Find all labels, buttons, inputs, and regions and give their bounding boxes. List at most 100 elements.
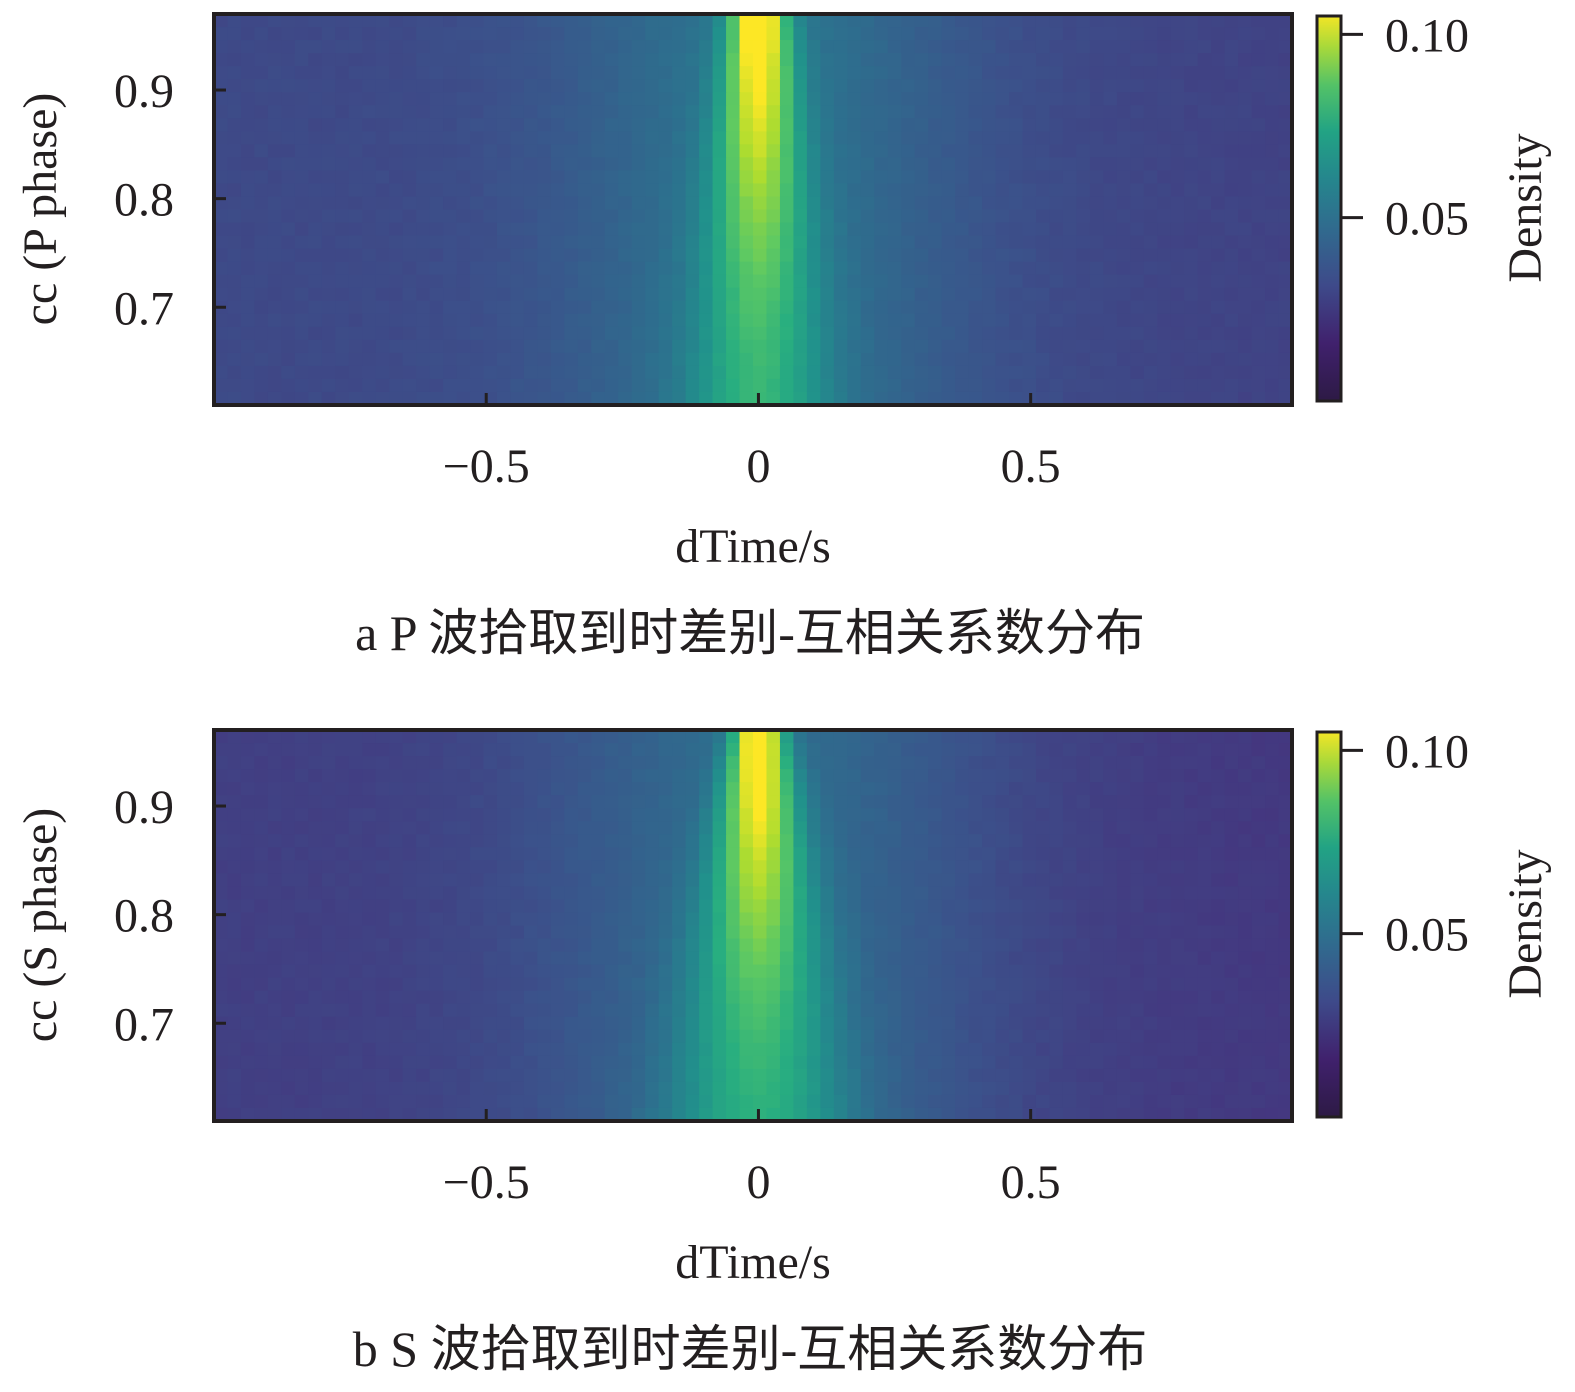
heatmap-cell bbox=[389, 756, 404, 770]
heatmap-cell bbox=[294, 183, 309, 198]
heatmap-cell bbox=[779, 222, 795, 237]
heatmap-cell bbox=[901, 1003, 916, 1018]
heatmap-cell bbox=[658, 378, 673, 393]
heatmap-cell bbox=[1143, 131, 1158, 145]
heatmap-cell bbox=[645, 300, 660, 315]
heatmap-cell bbox=[335, 27, 350, 41]
heatmap-cell bbox=[1049, 365, 1064, 380]
heatmap-cell bbox=[982, 964, 997, 979]
heatmap-cell bbox=[577, 53, 592, 67]
heatmap-cell bbox=[1265, 248, 1280, 263]
heatmap-cell bbox=[1251, 339, 1266, 354]
heatmap-cell bbox=[308, 1068, 323, 1083]
heatmap-cell bbox=[1076, 66, 1091, 80]
heatmap-cell bbox=[1035, 66, 1051, 80]
heatmap-cell bbox=[806, 769, 821, 783]
heatmap-cell bbox=[1009, 886, 1024, 901]
heatmap-cell bbox=[631, 1029, 646, 1044]
heatmap-cell bbox=[227, 1029, 242, 1044]
heatmap-cell bbox=[1103, 274, 1118, 289]
heatmap-cell bbox=[294, 157, 309, 171]
heatmap-cell bbox=[874, 873, 889, 887]
heatmap-cell bbox=[1022, 1016, 1037, 1031]
heatmap-cell bbox=[658, 300, 673, 315]
heatmap-cell bbox=[1265, 365, 1280, 380]
heatmap-cell bbox=[914, 1094, 929, 1109]
heatmap-cell bbox=[685, 1068, 700, 1083]
heatmap-cell bbox=[470, 352, 485, 367]
heatmap-cell bbox=[1184, 209, 1199, 224]
heatmap-cell bbox=[618, 1107, 633, 1122]
heatmap-cell bbox=[955, 27, 970, 41]
heatmap-cell bbox=[793, 40, 808, 54]
heatmap-cell bbox=[699, 92, 714, 106]
heatmap-cell bbox=[618, 352, 633, 367]
heatmap-cell bbox=[308, 313, 323, 328]
heatmap-cell bbox=[550, 183, 565, 198]
heatmap-cell bbox=[860, 977, 875, 992]
heatmap-cell bbox=[456, 873, 471, 887]
heatmap-cell bbox=[308, 144, 323, 158]
heatmap-cell bbox=[1211, 40, 1226, 54]
heatmap-cell bbox=[1184, 144, 1199, 158]
heatmap-cell bbox=[389, 105, 404, 119]
heatmap-cell bbox=[389, 391, 404, 406]
heatmap-cell bbox=[1143, 183, 1158, 198]
heatmap-cell bbox=[550, 756, 565, 770]
heatmap-cell bbox=[699, 730, 714, 744]
heatmap-cell bbox=[860, 1029, 875, 1044]
heatmap-cell bbox=[375, 1107, 390, 1122]
heatmap-cell bbox=[753, 326, 768, 341]
heatmap-cell bbox=[645, 287, 660, 302]
heatmap-cell bbox=[806, 873, 821, 887]
heatmap-cell bbox=[483, 769, 498, 783]
heatmap-cell bbox=[537, 899, 552, 914]
heatmap-cell bbox=[901, 14, 916, 28]
heatmap-cell bbox=[281, 1055, 296, 1070]
heatmap-cell bbox=[416, 183, 431, 198]
heatmap-cell bbox=[510, 365, 525, 380]
heatmap-cell bbox=[577, 730, 592, 744]
heatmap-cell bbox=[1224, 79, 1239, 93]
heatmap-cell bbox=[779, 925, 795, 940]
heatmap-cell bbox=[1116, 795, 1131, 809]
heatmap-cell bbox=[267, 912, 282, 927]
caption-a: a P 波拾取到时差别-互相关系数分布 bbox=[355, 605, 1145, 661]
heatmap-cell bbox=[321, 860, 336, 874]
heatmap-cell bbox=[362, 248, 377, 263]
heatmap-cell bbox=[496, 730, 512, 744]
heatmap-cell bbox=[1009, 313, 1024, 328]
heatmap-cell bbox=[335, 92, 350, 106]
y-tick-label: 0.8 bbox=[114, 174, 174, 227]
heatmap-cell bbox=[1022, 1029, 1037, 1044]
heatmap-cell bbox=[806, 118, 821, 132]
heatmap-cell bbox=[537, 365, 552, 380]
heatmap-cell bbox=[348, 1081, 363, 1096]
heatmap-cell bbox=[1251, 847, 1266, 861]
heatmap-cell bbox=[308, 157, 323, 171]
heatmap-cell bbox=[1238, 964, 1253, 979]
heatmap-cell bbox=[928, 1042, 943, 1057]
heatmap-cell bbox=[1278, 391, 1293, 406]
heatmap-cell bbox=[779, 27, 795, 41]
heatmap-cell bbox=[1143, 925, 1158, 940]
heatmap-cell bbox=[1130, 847, 1145, 861]
heatmap-cell bbox=[321, 912, 336, 927]
heatmap-cell bbox=[901, 847, 916, 861]
heatmap-cell bbox=[375, 808, 390, 822]
heatmap-cell bbox=[496, 756, 512, 770]
heatmap-cell bbox=[712, 53, 727, 67]
heatmap-cell bbox=[375, 730, 390, 744]
heatmap-cell bbox=[1278, 378, 1293, 393]
heatmap-cell bbox=[537, 313, 552, 328]
heatmap-cell bbox=[645, 14, 660, 28]
heatmap-cell bbox=[672, 912, 687, 927]
heatmap-cell bbox=[362, 365, 377, 380]
heatmap-cell bbox=[294, 378, 309, 393]
heatmap-cell bbox=[591, 274, 606, 289]
heatmap-cell bbox=[375, 105, 390, 119]
heatmap-cell bbox=[294, 1029, 309, 1044]
heatmap-cell bbox=[1197, 912, 1212, 927]
heatmap-cell bbox=[833, 769, 848, 783]
heatmap-cell bbox=[860, 274, 875, 289]
